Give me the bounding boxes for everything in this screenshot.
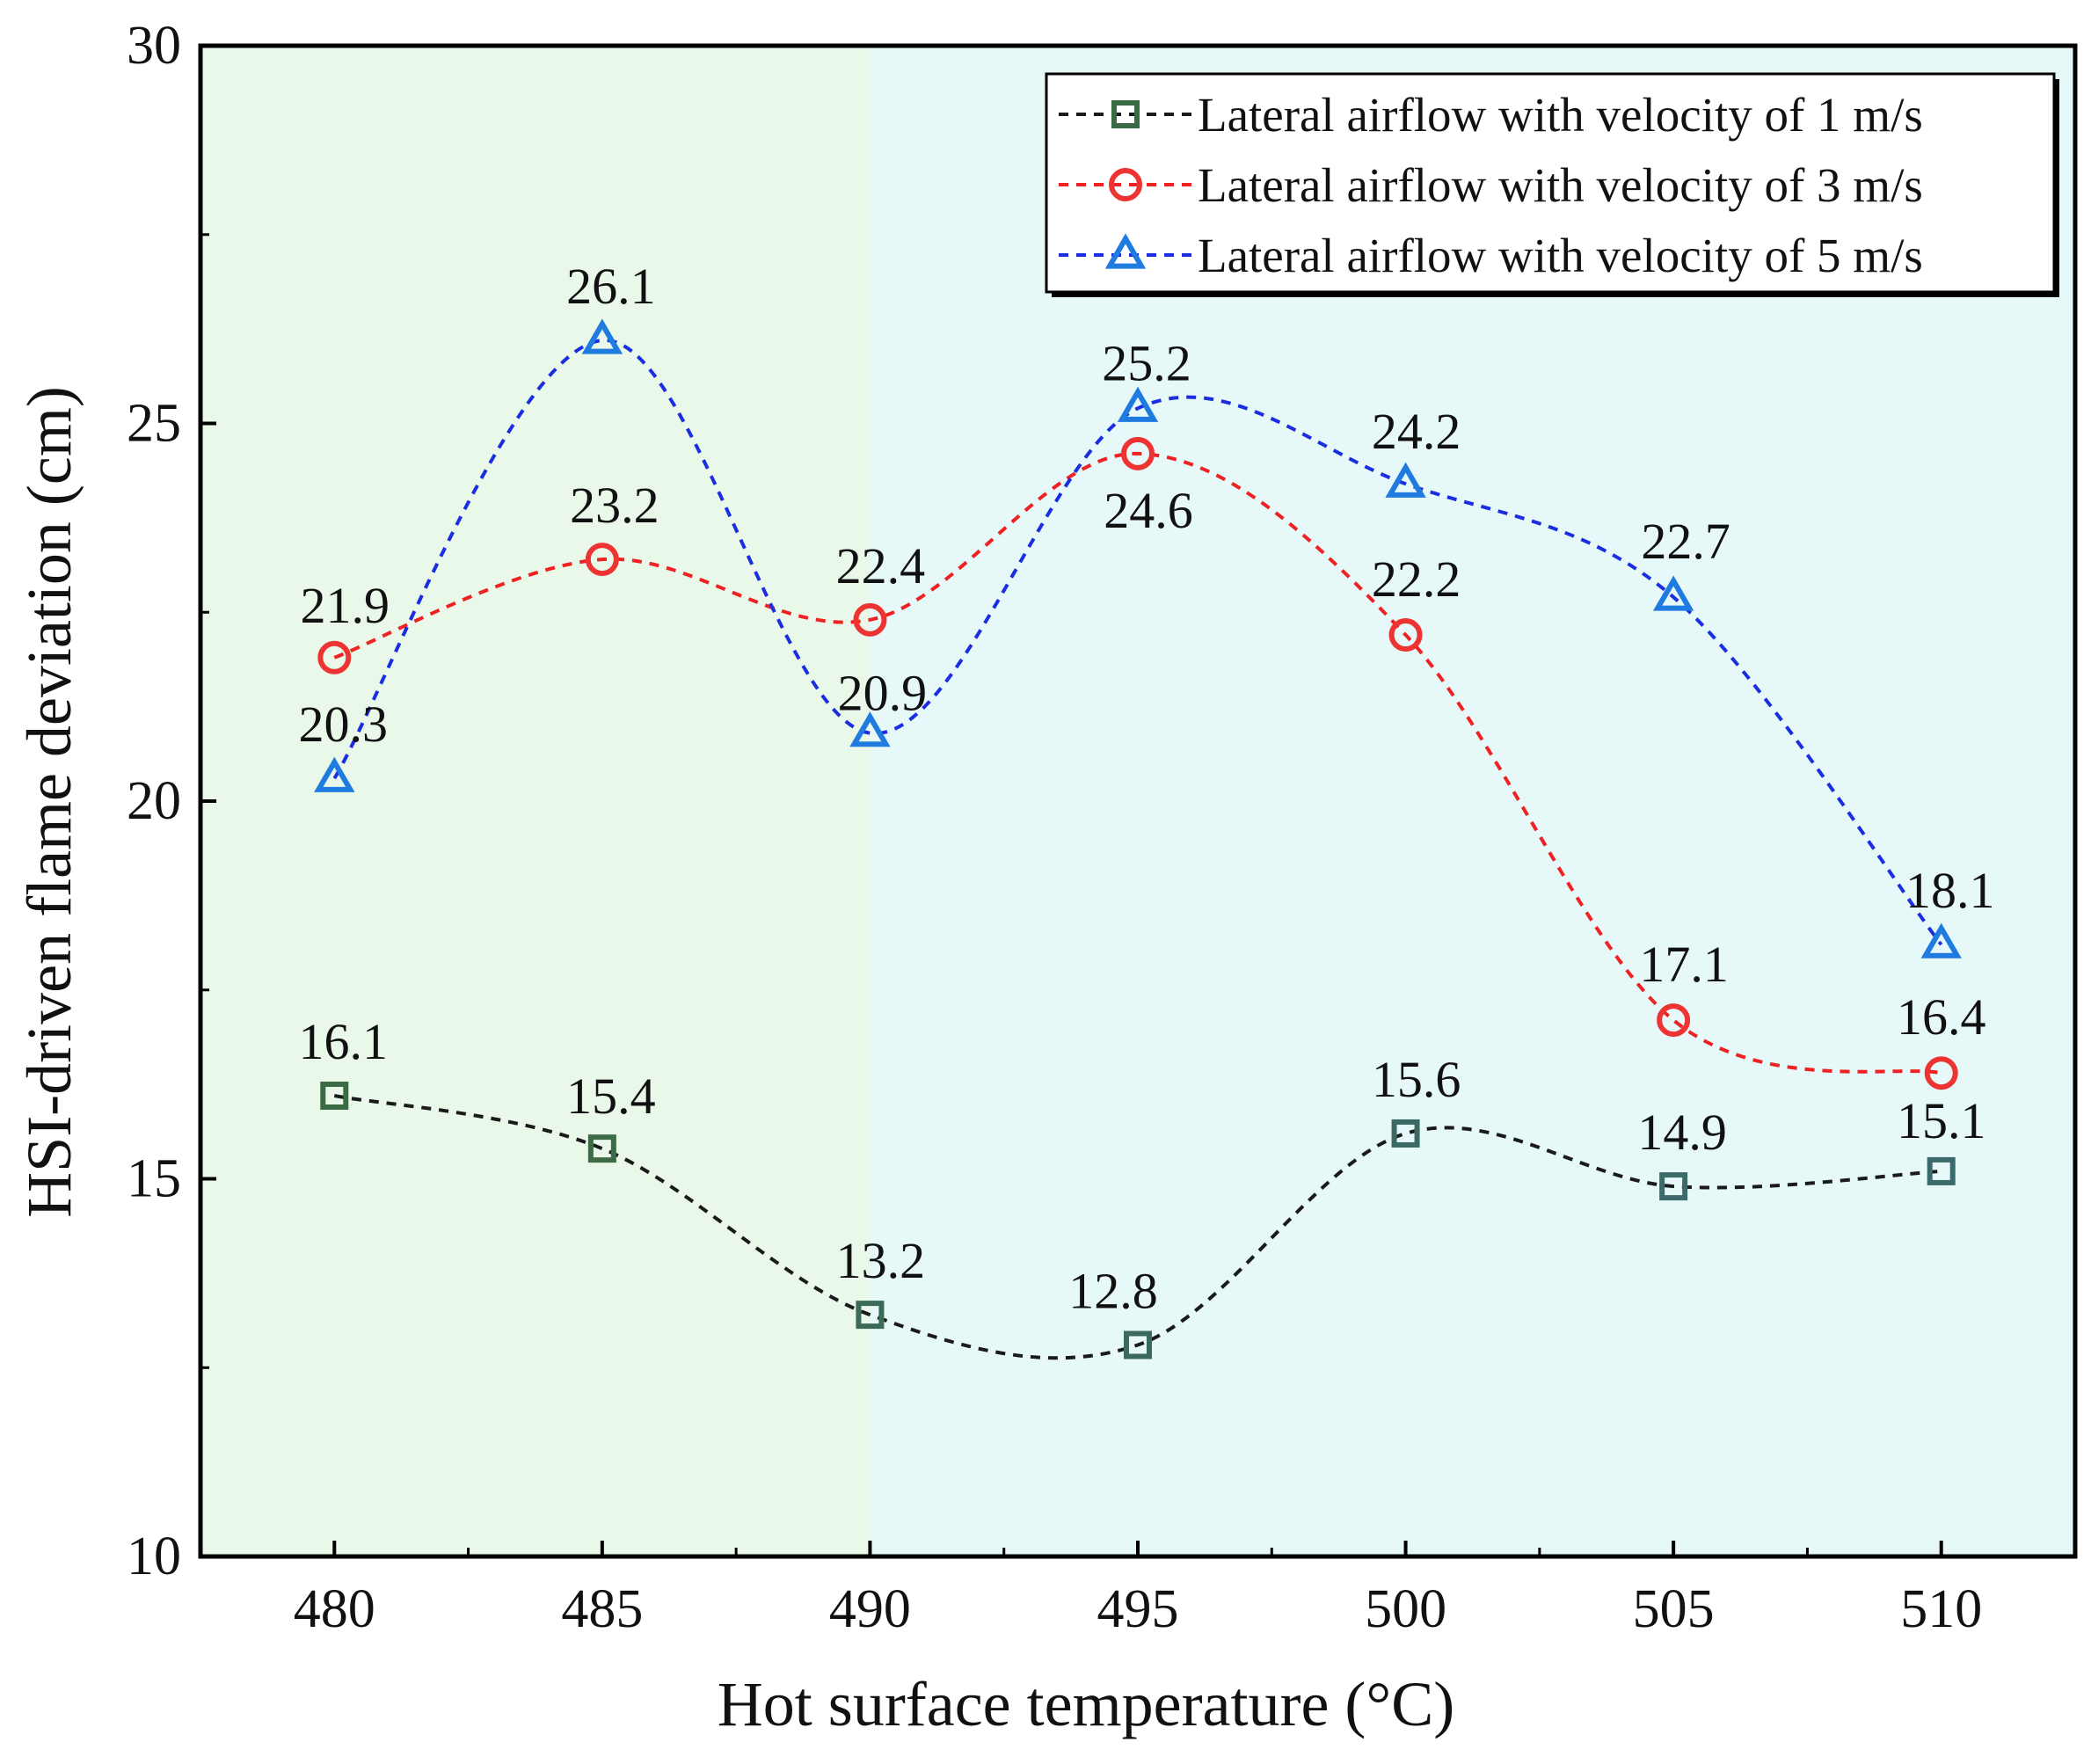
y-tick-label: 30 — [127, 16, 181, 76]
x-tick-label: 505 — [1633, 1579, 1715, 1639]
x-tick-label: 495 — [1097, 1579, 1179, 1639]
series-1-marker — [320, 1082, 349, 1111]
x-tick-label: 500 — [1365, 1579, 1446, 1639]
series-3-marker — [1385, 462, 1426, 498]
series-2-data-label: 16.4 — [1897, 988, 1986, 1046]
legend: Lateral airflow with velocity of 1 m/s La… — [1045, 72, 2059, 297]
legend-box — [1045, 72, 2056, 294]
series-2-data-label: 22.4 — [836, 537, 926, 594]
series-1-marker — [1391, 1119, 1420, 1148]
legend-marker-3 — [1104, 233, 1147, 269]
background-region-1 — [200, 46, 871, 1556]
series-2-data-label: 24.6 — [1104, 482, 1193, 539]
series-3-marker — [1652, 575, 1694, 611]
series-3-marker — [581, 318, 623, 354]
background-region-2 — [870, 46, 2075, 1556]
series-2-marker — [1121, 436, 1155, 470]
y-tick-label: 20 — [127, 771, 181, 831]
series-2-marker — [1924, 1056, 1958, 1090]
series-2-data-label: 22.2 — [1372, 550, 1461, 608]
series-3-data-label: 24.2 — [1372, 403, 1461, 460]
series-3-marker — [1117, 386, 1159, 422]
series-3-data-label: 22.7 — [1641, 513, 1730, 570]
series-3-data-label: 26.1 — [566, 258, 656, 315]
series-2-data-label: 23.2 — [570, 477, 659, 534]
series-1-marker — [1124, 1330, 1152, 1359]
series-3-data-label: 18.1 — [1905, 862, 1995, 919]
y-tick-label: 25 — [127, 394, 181, 454]
legend-marker-1 — [1111, 100, 1140, 128]
series-1-data-label: 16.1 — [299, 1013, 389, 1070]
legend-label-3: Lateral airflow with velocity of 5 m/s — [1198, 229, 1923, 282]
x-axis-title: Hot surface temperature (°C) — [718, 1669, 1454, 1739]
series-line-1 — [333, 1094, 1942, 1360]
x-tick-label: 490 — [829, 1579, 911, 1639]
series-2-marker — [317, 640, 352, 674]
series-3-marker — [849, 711, 891, 747]
series-1-data-label: 15.1 — [1897, 1092, 1986, 1149]
series-3-data-label: 25.2 — [1102, 334, 1191, 391]
x-tick-label: 480 — [294, 1579, 375, 1639]
series-1-marker — [1659, 1172, 1688, 1201]
series-1-marker — [1927, 1156, 1956, 1185]
series-2-marker — [585, 543, 619, 577]
series-2-marker — [1657, 1003, 1691, 1038]
axes: Hot surface temperature (°C) HSI-driven … — [14, 16, 1982, 1739]
plot-frame — [198, 43, 2078, 1559]
y-tick-label: 10 — [127, 1527, 181, 1586]
series-3-data-label: 20.3 — [299, 696, 389, 753]
series-2-marker — [853, 602, 887, 637]
series-1-data-label: 12.8 — [1068, 1262, 1158, 1319]
series-3-data-label: 20.9 — [838, 665, 928, 722]
series-1-data-label: 13.2 — [836, 1232, 926, 1289]
background-regions — [200, 46, 2075, 1556]
series-2-marker — [1388, 618, 1423, 652]
legend-marker-2 — [1109, 168, 1142, 201]
x-tick-label: 510 — [1900, 1579, 1982, 1639]
series-2-data-label: 21.9 — [301, 577, 390, 634]
data-labels: 16.1 15.4 13.2 12.8 15.6 14.9 15.1 21.9 23.2 22.4… — [299, 258, 1995, 1319]
x-tick-label: 485 — [561, 1579, 643, 1639]
series-1-marker — [587, 1134, 616, 1163]
y-tick-label: 15 — [127, 1149, 181, 1209]
series-line-3 — [332, 338, 1943, 946]
series-1-data-label: 15.4 — [566, 1068, 656, 1125]
legend-label-1: Lateral airflow with velocity of 1 m/s — [1198, 88, 1923, 142]
legend-label-2: Lateral airflow with velocity of 3 m/s — [1198, 158, 1923, 212]
series-1-data-label: 15.6 — [1372, 1051, 1461, 1108]
series-3-marker — [1920, 922, 1962, 959]
series-markers — [314, 318, 1962, 1359]
series-3-marker — [314, 756, 355, 792]
y-axis-title: HSI-driven flame deviation (cm) — [14, 386, 84, 1218]
series-1-marker — [856, 1301, 885, 1330]
series-1-data-label: 14.9 — [1637, 1104, 1727, 1161]
series-2-data-label: 17.1 — [1639, 936, 1729, 993]
